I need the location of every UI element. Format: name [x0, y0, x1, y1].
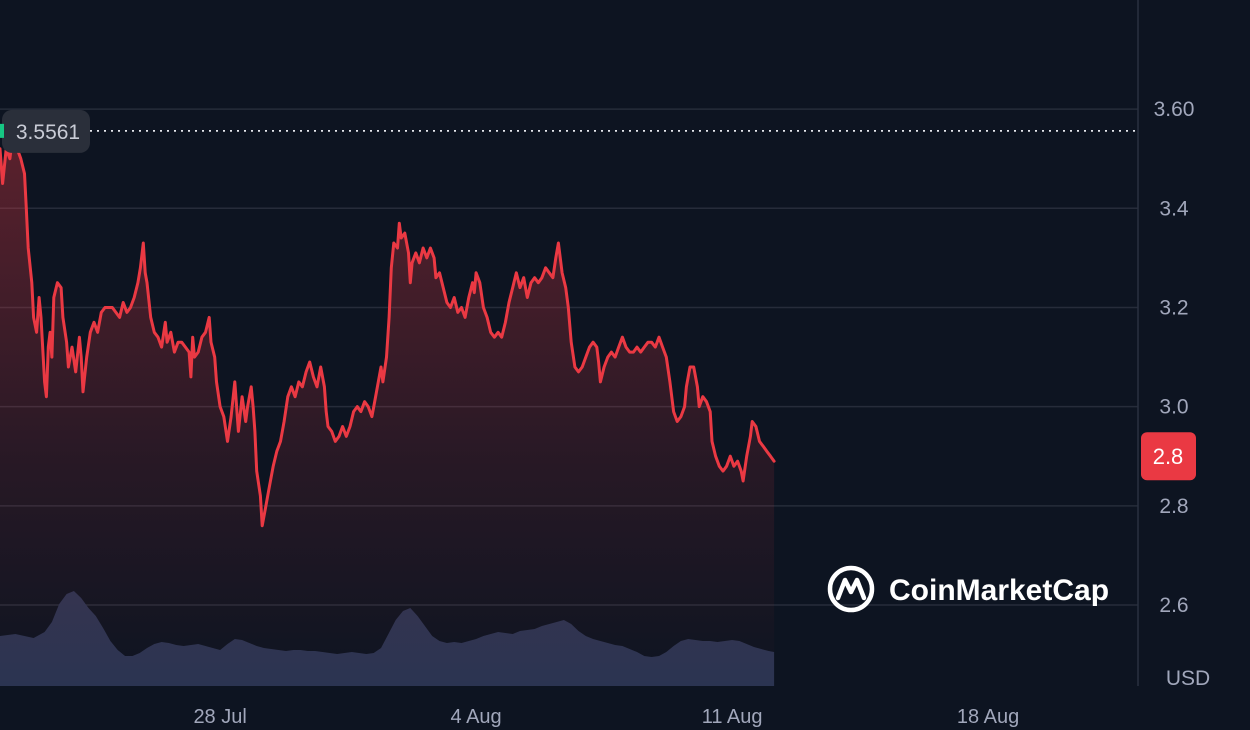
- coinmarketcap-logo-icon: [827, 565, 875, 613]
- y-tick-label: 3.4: [1159, 197, 1189, 220]
- x-tick-label: 11 Aug: [702, 706, 763, 728]
- current-price-label: 2.8: [1153, 444, 1184, 469]
- coinmarketcap-watermark: CoinMarketCap: [827, 565, 1109, 613]
- reference-price-label: 3.5561: [16, 121, 80, 144]
- price-line[interactable]: [0, 127, 776, 528]
- x-tick-label: 4 Aug: [451, 706, 502, 728]
- y-tick-label: 3.0: [1159, 396, 1188, 419]
- y-tick-label: 2.8: [1159, 495, 1188, 518]
- y-tick-label: 2.6: [1159, 594, 1188, 617]
- price-area-fill: [0, 128, 775, 686]
- currency-label: USD: [1166, 667, 1210, 690]
- x-axis-ticks: 28 Jul 4 Aug 11 Aug 18 Aug: [193, 706, 1019, 728]
- current-price-badge: 2.8: [1141, 432, 1196, 481]
- reference-price-badge: 3.5561: [0, 109, 90, 153]
- y-axis-ticks: 2.6 2.8 3.0 3.2 3.4 3.60: [1154, 98, 1195, 617]
- watermark-text: CoinMarketCap: [889, 574, 1109, 607]
- y-tick-label: 3.60: [1154, 98, 1195, 121]
- x-tick-label: 28 Jul: [193, 706, 246, 728]
- x-tick-label: 18 Aug: [957, 706, 1019, 728]
- y-tick-label: 3.2: [1159, 296, 1188, 319]
